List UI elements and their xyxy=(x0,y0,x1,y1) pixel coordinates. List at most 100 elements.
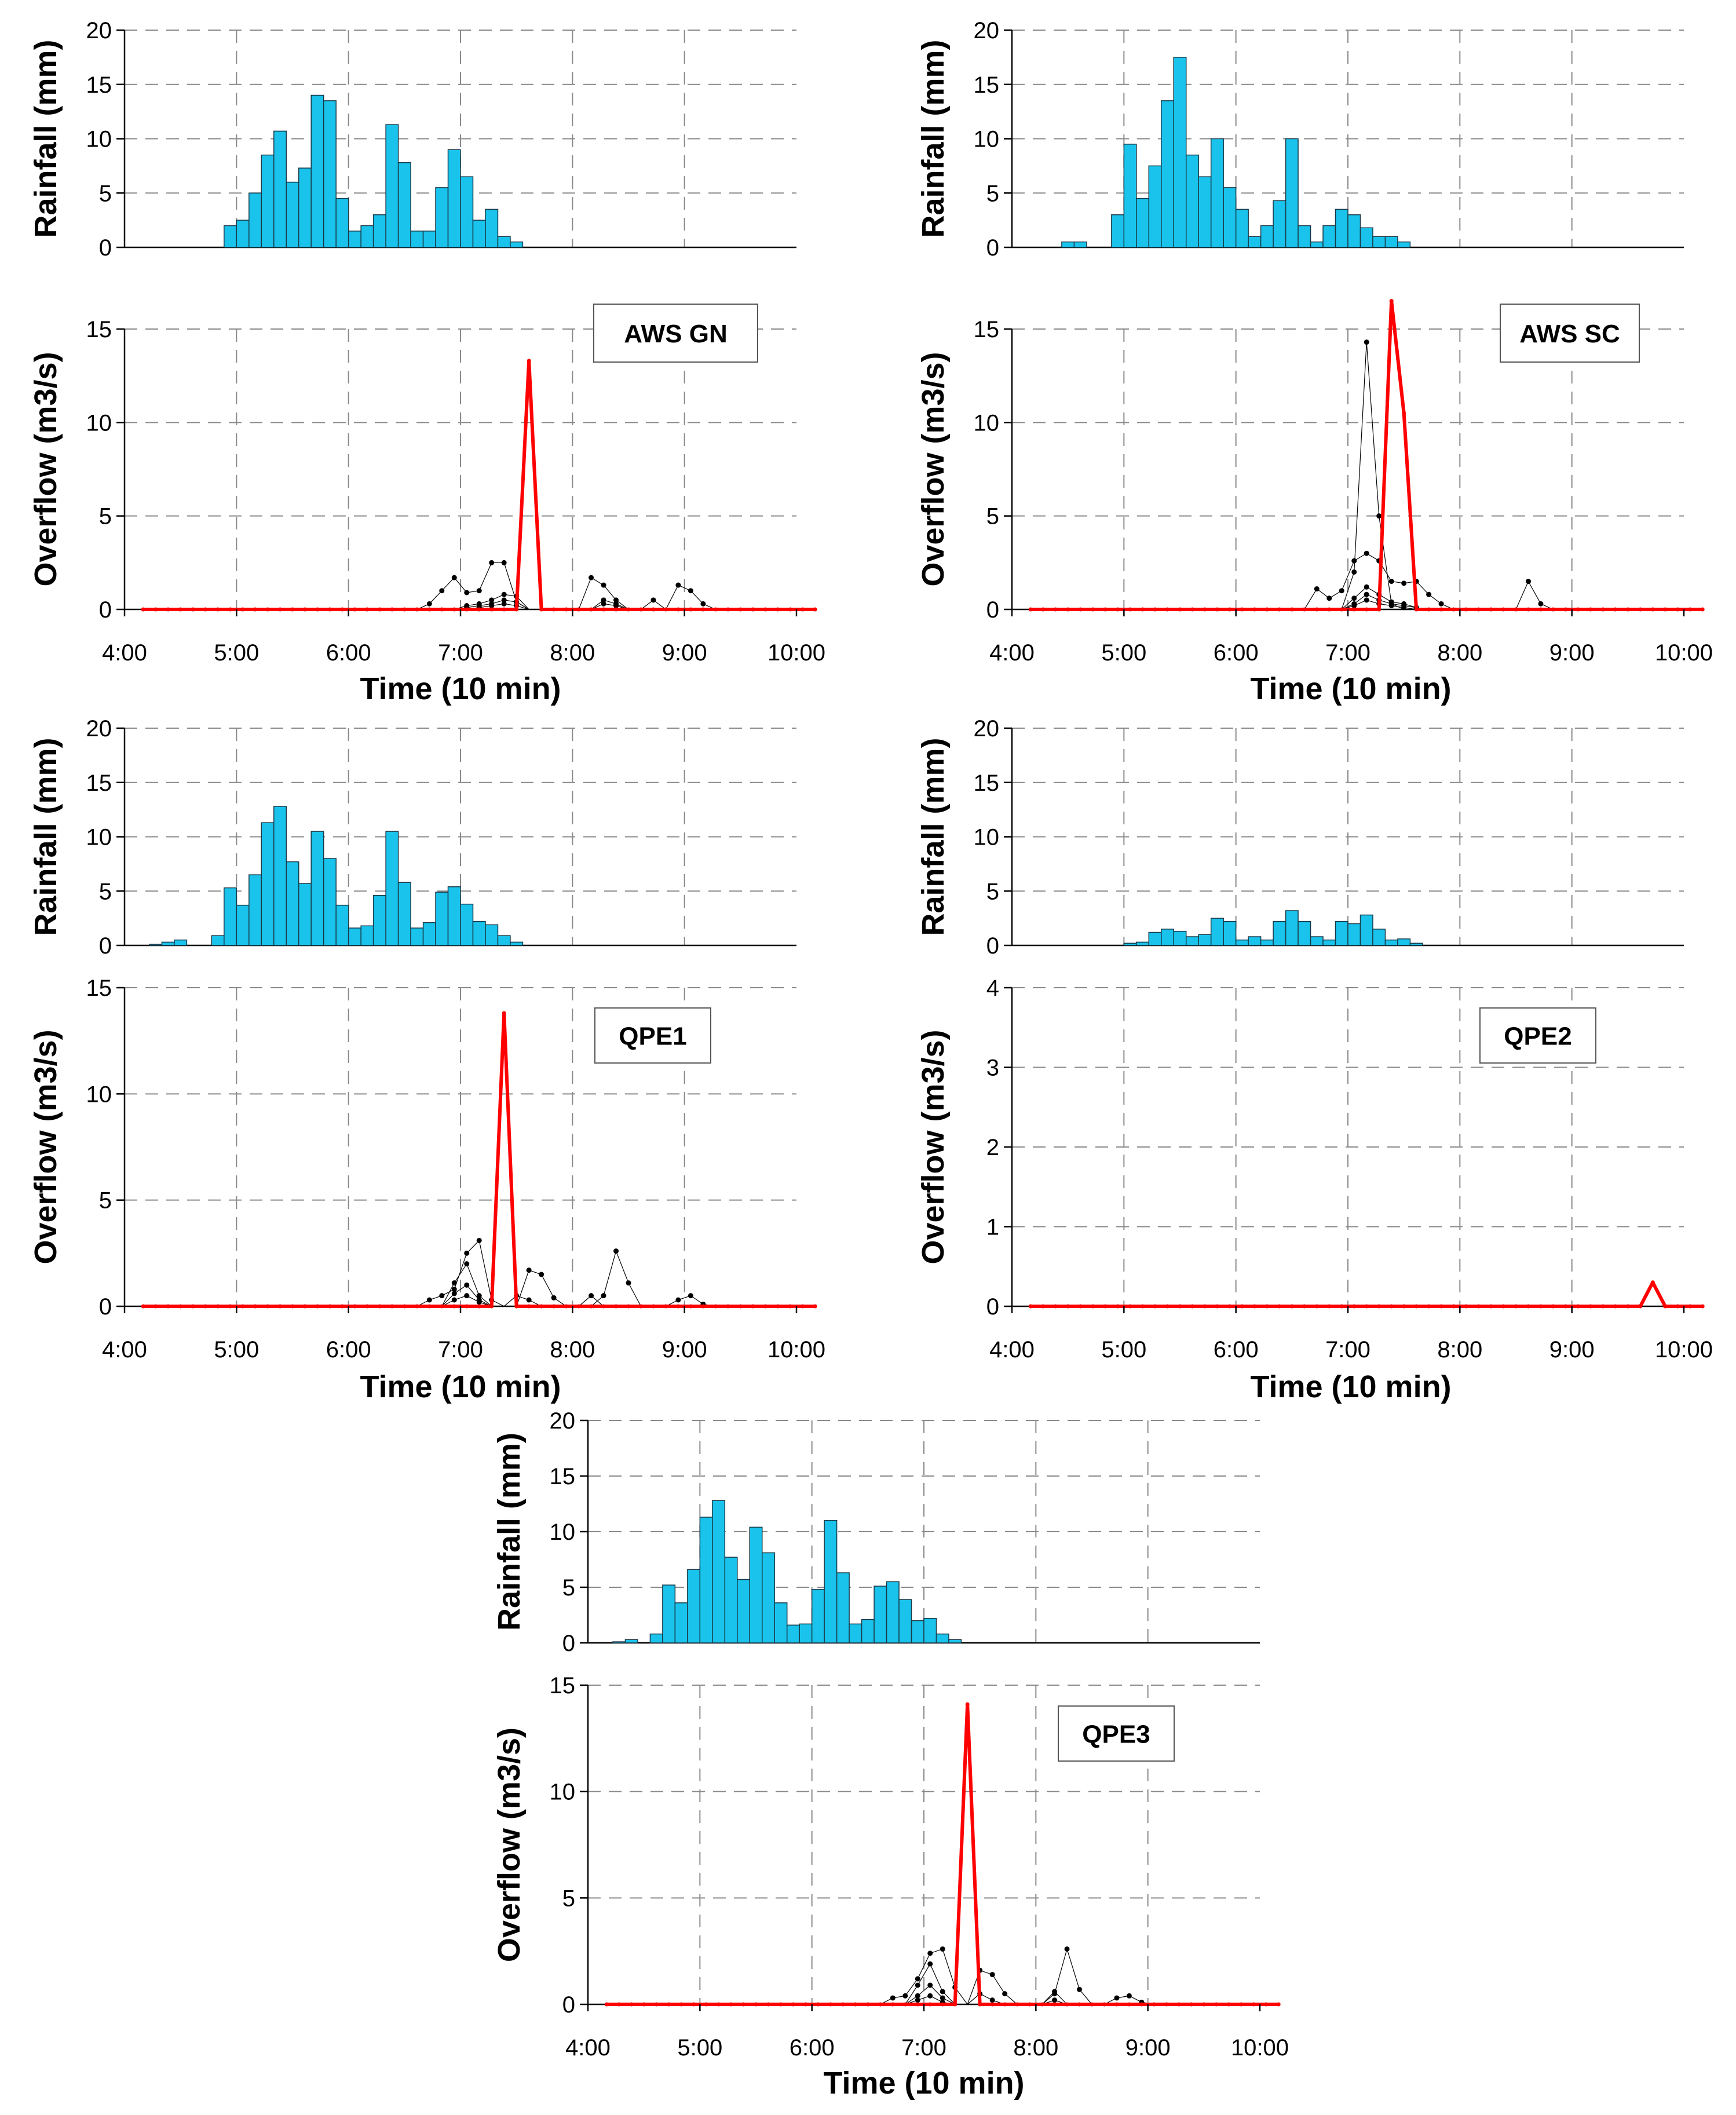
overflow-main-point xyxy=(766,2002,770,2007)
overflow-ytick-label: 10 xyxy=(550,1780,576,1805)
overflow-main-point xyxy=(1314,1304,1319,1309)
panel-label: QPE3 xyxy=(1082,1721,1150,1749)
ensemble-point xyxy=(1351,596,1357,601)
overflow-ytick-label: 0 xyxy=(99,597,112,623)
rain-bar xyxy=(923,1618,937,1643)
overflow-main-point xyxy=(377,1304,382,1309)
rain-bar xyxy=(898,1599,912,1643)
overflow-main-point xyxy=(1600,1304,1605,1309)
rain-bar xyxy=(310,94,324,248)
panel-1: 0 5 10 15 20 Rainfall (mm) 0 5 10 15 4:00 5:00 6:00 7… xyxy=(28,18,825,706)
ensemble-point xyxy=(426,1297,432,1303)
overflow-main-point xyxy=(1576,607,1580,612)
overflow-main-point xyxy=(1201,2002,1206,2007)
rain-bar xyxy=(497,935,511,946)
rain-bar xyxy=(786,1624,800,1643)
overflow-main-point xyxy=(1501,1304,1506,1309)
overflow-main-point xyxy=(551,607,556,612)
rain-bar xyxy=(397,162,411,248)
overflow-main-point xyxy=(1028,1304,1033,1309)
overflow-main-point xyxy=(915,2002,920,2007)
overflow-main-point xyxy=(1563,1304,1568,1309)
rain-bar xyxy=(310,831,324,946)
overflow-main-point xyxy=(564,1304,569,1309)
rain-bar xyxy=(286,181,299,248)
overflow-main-point xyxy=(1427,607,1431,612)
ensemble-point xyxy=(902,1993,908,1999)
rain-ytick-label: 10 xyxy=(550,1519,576,1545)
overflow-main-point xyxy=(1139,2002,1144,2007)
rain-ytick-label: 5 xyxy=(986,879,999,904)
ensemble-point xyxy=(1376,513,1382,519)
overflow-y-axis-label: Overflow (m3/s) xyxy=(28,1029,63,1264)
overflow-main-point xyxy=(1538,607,1543,612)
panel-label: AWS GN xyxy=(624,320,727,348)
rain-bar xyxy=(1148,165,1162,248)
overflow-main-point xyxy=(713,607,718,612)
xtick-label: 4:00 xyxy=(565,2035,611,2061)
ensemble-point xyxy=(1351,569,1357,575)
rain-bar xyxy=(273,130,287,248)
overflow-main-point xyxy=(240,607,245,612)
overflow-main-point xyxy=(1289,607,1294,612)
overflow-main-point xyxy=(1613,1304,1618,1309)
overflow-main-point xyxy=(1153,607,1157,612)
overflow-main-point xyxy=(440,607,444,612)
panel-label: QPE1 xyxy=(619,1022,686,1051)
overflow-main-point xyxy=(352,607,357,612)
xtick-label: 5:00 xyxy=(214,1337,259,1362)
overflow-main-point xyxy=(203,1304,208,1309)
overflow-main-point xyxy=(1638,1304,1643,1309)
overflow-ytick-label: 3 xyxy=(986,1055,999,1081)
ensemble-point xyxy=(464,1261,470,1267)
rain-bar xyxy=(385,124,399,248)
overflow-main-point xyxy=(576,607,581,612)
overflow-main-point xyxy=(1389,299,1394,304)
ensemble-point xyxy=(551,1295,557,1301)
overflow-main-point xyxy=(1514,1304,1518,1309)
overflow-ytick-label: 5 xyxy=(99,504,112,529)
overflow-main-point xyxy=(813,1304,817,1309)
overflow-main-point xyxy=(617,2002,622,2007)
ensemble-point xyxy=(675,582,681,588)
rain-bar xyxy=(248,192,262,248)
rain-bar xyxy=(761,1552,775,1643)
overflow-main-point xyxy=(729,2002,733,2007)
rain-bar xyxy=(485,924,499,946)
ensemble-point xyxy=(940,1995,945,2001)
ensemble-point xyxy=(613,597,619,603)
rain-bar xyxy=(662,1584,676,1643)
rain-bar xyxy=(1310,936,1324,946)
overflow-main-point xyxy=(1289,1304,1294,1309)
rain-y-axis-label: Rainfall (mm) xyxy=(492,1433,527,1631)
rain-bar xyxy=(335,198,349,248)
overflow-main-point xyxy=(253,607,258,612)
overflow-main-point xyxy=(1625,607,1630,612)
overflow-main-point xyxy=(1588,607,1593,612)
rain-bar xyxy=(849,1623,862,1643)
ensemble-point xyxy=(1364,591,1369,597)
overflow-main-point xyxy=(327,607,332,612)
overflow-main-point xyxy=(1103,607,1108,612)
ensemble-point xyxy=(890,1995,896,2001)
overflow-main-point xyxy=(1165,1304,1170,1309)
rain-bar xyxy=(261,822,275,946)
overflow-main-point xyxy=(1377,1304,1382,1309)
rain-ytick-label: 10 xyxy=(86,127,112,152)
rain-bar xyxy=(1210,918,1224,946)
overflow-main-line xyxy=(143,359,816,611)
rain-bar xyxy=(886,1581,900,1643)
xtick-label: 6:00 xyxy=(1214,640,1259,666)
ensemble-point xyxy=(1326,596,1332,601)
ensemble-point xyxy=(501,597,507,603)
rain-bar xyxy=(422,922,436,946)
ensemble-point xyxy=(501,601,507,607)
rain-bar xyxy=(824,1520,838,1643)
overflow-main-point xyxy=(1127,2002,1131,2007)
overflow-main-point xyxy=(390,607,394,612)
rain-bar xyxy=(360,225,374,248)
overflow-main-point xyxy=(1239,2002,1244,2007)
rain-bar xyxy=(1372,236,1386,248)
rain-bar xyxy=(360,925,374,946)
overflow-main-point xyxy=(452,1304,456,1309)
